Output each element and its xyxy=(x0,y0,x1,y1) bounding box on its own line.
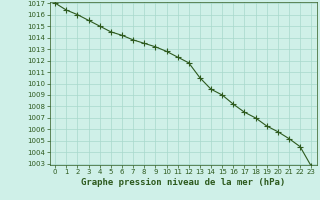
X-axis label: Graphe pression niveau de la mer (hPa): Graphe pression niveau de la mer (hPa) xyxy=(81,178,285,187)
